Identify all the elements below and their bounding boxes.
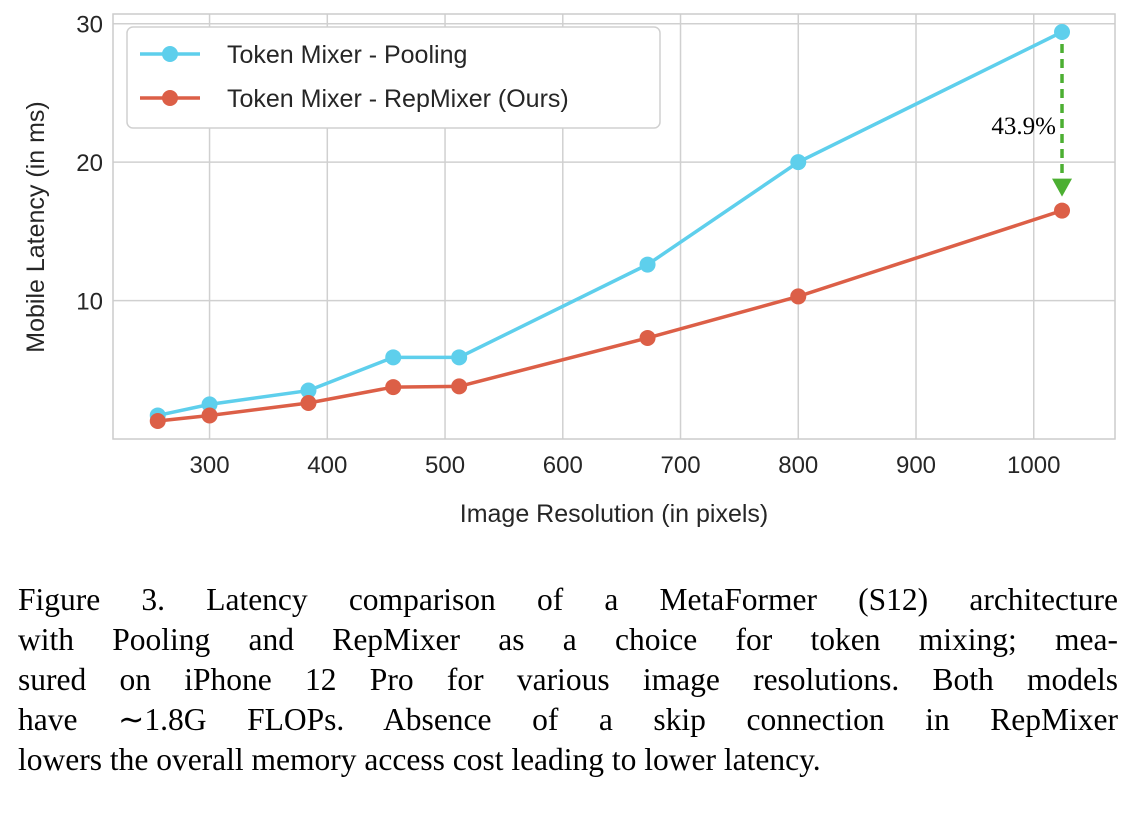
data-point (790, 288, 807, 305)
series-line (157, 30, 1063, 418)
data-point (385, 379, 402, 396)
legend: Token Mixer - Pooling Token Mixer - RepMi… (126, 26, 661, 129)
caption-line: Figure 3. Latency comparison of a MetaFo… (18, 582, 1118, 617)
legend-box (126, 26, 661, 129)
legend-label: Token Mixer - Pooling (227, 41, 467, 69)
data-point (201, 396, 218, 413)
caption-line: sured on iPhone 12 Pro for various image… (18, 662, 1118, 697)
data-point (1054, 202, 1071, 219)
data-point (790, 154, 807, 171)
data-point (201, 407, 218, 424)
data-point (1054, 23, 1071, 40)
x-tick-label: 900 (896, 452, 936, 479)
data-point (451, 349, 468, 366)
series-repmixer (149, 202, 1071, 430)
plot-frame (112, 13, 1116, 440)
y-tick-label: 20 (76, 150, 103, 177)
y-axis-label: Mobile Latency (in ms) (22, 101, 50, 352)
x-tick-label: 800 (778, 452, 818, 479)
x-tick-label: 400 (307, 452, 347, 479)
series (149, 23, 1071, 430)
caption-line: with Pooling and RepMixer as a choice fo… (18, 622, 1118, 657)
y-tick-label: 10 (76, 289, 103, 316)
annotation-arrow-head (1052, 178, 1073, 197)
y-ticks: 10 20 30 (76, 12, 103, 316)
x-tick-label: 600 (543, 452, 583, 479)
latency-chart: 300 400 500 600 700 800 900 1000 10 20 30 43.9% I… (22, 12, 1116, 528)
x-ticks: 300 400 500 600 700 800 900 1000 (190, 452, 1061, 479)
figure-caption: Figure 3. Latency comparison of a MetaFo… (18, 580, 1118, 780)
series-line (157, 208, 1063, 423)
legend-marker (162, 46, 178, 62)
data-point (300, 382, 317, 399)
legend-marker (162, 90, 178, 106)
annotation: 43.9% (991, 43, 1073, 197)
x-axis-label: Image Resolution (in pixels) (460, 500, 768, 528)
x-tick-label: 1000 (1007, 452, 1060, 479)
data-point (385, 349, 402, 366)
caption-line: have ∼1.8G FLOPs. Absence of a skip conn… (18, 702, 1118, 737)
data-point (451, 378, 468, 395)
data-point (149, 413, 166, 430)
x-tick-label: 500 (425, 452, 465, 479)
legend-label: Token Mixer - RepMixer (Ours) (227, 85, 569, 113)
data-point (639, 329, 656, 346)
caption-line: lowers the overall memory access cost le… (18, 742, 821, 777)
y-tick-label: 30 (76, 12, 103, 39)
x-tick-label: 700 (661, 452, 701, 479)
data-point (300, 395, 317, 412)
x-tick-label: 300 (190, 452, 230, 479)
data-point (639, 256, 656, 273)
annotation-label: 43.9% (991, 113, 1056, 140)
